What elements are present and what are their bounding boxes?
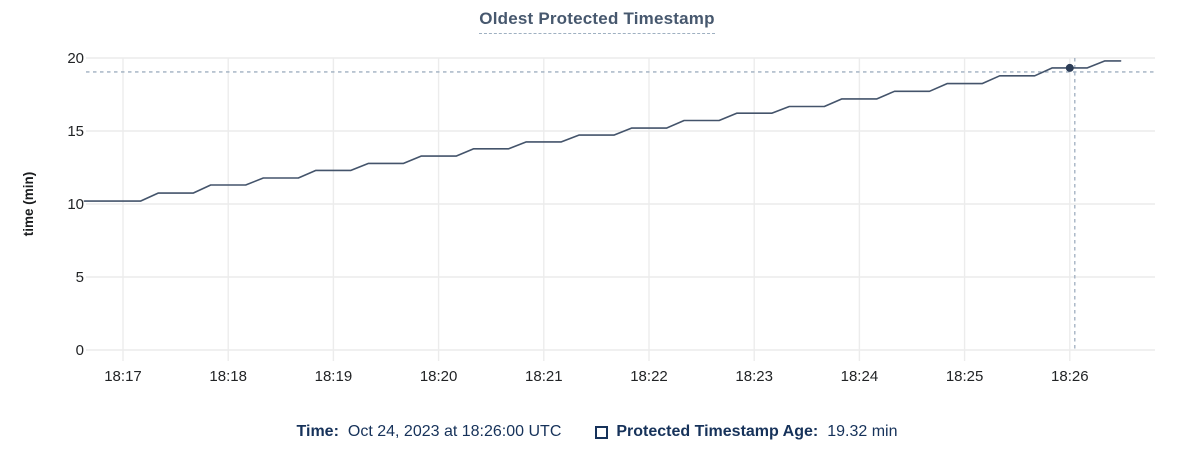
horizontal-gridlines — [86, 57, 1155, 351]
x-axis-tick-labels: 18:17 18:18 18:19 18:20 18:21 18:22 18:23 18:24… — [104, 368, 1088, 385]
chart-title[interactable]: Oldest Protected Timestamp — [479, 9, 715, 34]
hover-legend: Time: Oct 24, 2023 at 18:26:00 UTC Prote… — [0, 421, 1194, 443]
svg-text:18:22: 18:22 — [630, 368, 668, 385]
svg-text:18:21: 18:21 — [525, 368, 563, 385]
vertical-gridlines — [122, 58, 1071, 361]
hover-time-group: Time: Oct 24, 2023 at 18:26:00 UTC — [297, 421, 562, 443]
hover-point-marker — [1065, 63, 1074, 72]
hover-series-group: Protected Timestamp Age: 19.32 min — [595, 421, 897, 443]
hover-crosshair — [86, 58, 1155, 350]
svg-text:18:26: 18:26 — [1051, 368, 1089, 385]
series-swatch[interactable] — [595, 425, 609, 439]
series-value: 19.32 min — [827, 423, 898, 440]
svg-text:15: 15 — [67, 123, 84, 140]
svg-text:18:23: 18:23 — [735, 368, 773, 385]
svg-text:18:17: 18:17 — [104, 368, 142, 385]
svg-text:18:24: 18:24 — [841, 368, 879, 385]
series-label: Protected Timestamp Age: — [616, 423, 819, 440]
svg-text:18:18: 18:18 — [209, 368, 247, 385]
svg-text:18:25: 18:25 — [946, 368, 984, 385]
time-label: Time: — [296, 423, 339, 440]
svg-text:0: 0 — [76, 342, 84, 359]
time-value: Oct 24, 2023 at 18:26:00 UTC — [347, 423, 562, 440]
chart-header: Oldest Protected Timestamp — [0, 9, 1194, 34]
svg-text:20: 20 — [67, 50, 84, 67]
svg-text:18:19: 18:19 — [315, 368, 353, 385]
series-line — [83, 60, 1122, 202]
svg-text:18:20: 18:20 — [420, 368, 458, 385]
y-axis-tick-labels: 0 5 10 15 20 — [67, 50, 84, 359]
svg-text:10: 10 — [67, 196, 84, 213]
y-axis-title: time (min) — [21, 172, 36, 237]
svg-text:5: 5 — [76, 269, 84, 286]
